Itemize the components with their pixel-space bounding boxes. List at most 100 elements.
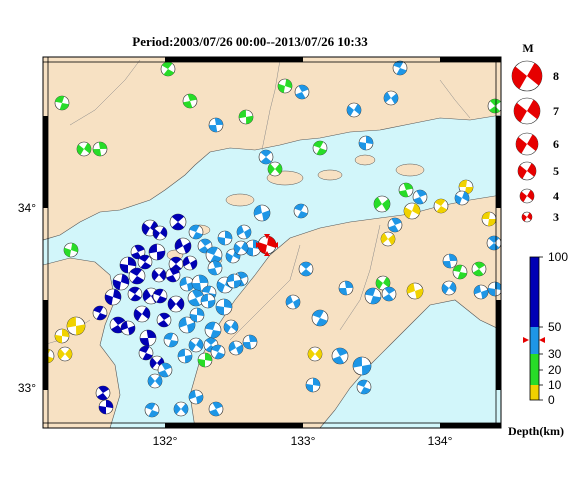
lon-tick-134: 134° — [428, 434, 453, 448]
earthquake-event — [217, 230, 233, 246]
earthquake-event — [138, 345, 154, 361]
magnitude-legend-ball — [513, 97, 541, 125]
earthquake-event — [160, 61, 176, 77]
depth-legend-label: Depth(km) — [508, 424, 564, 438]
earthquake-event — [338, 280, 354, 296]
earthquake-event — [188, 337, 204, 353]
earthquake-event — [452, 264, 468, 280]
earthquake-event — [312, 140, 328, 156]
earthquake-event — [147, 373, 163, 389]
earthquake-event — [383, 90, 399, 106]
earthquake-event — [226, 273, 242, 289]
earthquake-event — [182, 255, 198, 271]
magnitude-label: 5 — [553, 164, 559, 178]
main-event-marker — [264, 251, 270, 256]
depth-tick-20: 20 — [548, 363, 562, 377]
earthquake-event — [406, 282, 424, 300]
earthquake-event — [298, 261, 314, 277]
earthquake-event — [294, 84, 310, 100]
depth-tick-0: 0 — [548, 393, 555, 407]
earthquake-event — [130, 244, 146, 260]
land-shikoku — [189, 194, 501, 428]
earthquake-event — [208, 117, 224, 133]
earthquake-event — [133, 305, 151, 323]
earthquake-event — [215, 298, 233, 316]
earthquake-event — [173, 401, 189, 417]
earthquake-event — [92, 305, 108, 321]
earthquake-event — [152, 225, 168, 241]
earthquake-event — [95, 385, 111, 401]
earthquake-event — [210, 344, 226, 360]
depth-marker-right — [539, 337, 545, 343]
earthquake-event — [433, 198, 449, 214]
earthquake-event — [205, 246, 223, 264]
earthquake-event — [120, 320, 136, 336]
earthquake-event — [481, 211, 497, 227]
magnitude-legend-ball — [511, 60, 543, 92]
earthquake-event — [54, 328, 70, 344]
earthquake-event — [169, 213, 187, 231]
magnitude-label: 7 — [553, 104, 559, 118]
earthquake-event — [127, 286, 143, 302]
earthquake-event — [112, 273, 130, 291]
main-event-marker — [273, 242, 278, 248]
main-event-marker — [256, 242, 261, 248]
earthquake-event — [177, 348, 193, 364]
earthquake-event — [277, 78, 293, 94]
earthquake-event — [358, 135, 374, 151]
frame-ticks — [42, 56, 502, 429]
earthquake-event — [167, 295, 185, 313]
depth-tick-30: 30 — [548, 347, 562, 361]
earthquake-event — [238, 109, 254, 125]
earthquake-event — [189, 307, 205, 323]
earthquake-event — [128, 267, 146, 285]
earthquake-event — [487, 281, 501, 297]
earthquake-event — [233, 240, 249, 256]
earthquake-event — [458, 179, 474, 195]
earthquake-event — [191, 274, 209, 292]
earthquake-event — [258, 149, 274, 165]
earthquake-event — [486, 235, 501, 251]
earthquake-event — [137, 254, 153, 270]
earthquake-event — [398, 182, 414, 198]
depth-tick-10: 10 — [548, 378, 562, 392]
earthquake-event — [148, 243, 166, 261]
earthquake-event — [76, 141, 92, 157]
earthquake-mechanisms — [43, 60, 501, 418]
earthquake-event — [63, 242, 79, 258]
earthquake-event — [188, 224, 204, 240]
earthquake-event — [57, 346, 73, 362]
depth-bar-surface — [530, 385, 539, 400]
lat-tick-33: 33° — [18, 381, 36, 395]
earthquake-event — [197, 352, 213, 368]
earthquake-event — [174, 237, 192, 255]
earthquake-event — [187, 289, 205, 307]
main-event-marker — [264, 234, 270, 239]
earthquake-event — [139, 329, 157, 347]
depth-bar-mid — [530, 327, 539, 354]
earthquake-event — [293, 203, 309, 219]
magnitude-legend-ball — [519, 188, 535, 204]
earthquake-event — [285, 294, 301, 310]
earthquake-event — [387, 217, 403, 233]
earthquake-event — [253, 204, 271, 222]
earthquake-event — [392, 60, 408, 76]
magnitude-legend-ball — [517, 161, 537, 181]
depth-bar-deep — [530, 257, 539, 327]
lon-tick-133: 133° — [291, 434, 316, 448]
earthquake-event — [188, 389, 204, 405]
earthquake-event — [311, 309, 329, 327]
earthquake-event — [352, 356, 372, 376]
earthquake-event — [204, 321, 222, 339]
depth-legend: 100 50 30 20 10 0 Depth(km) — [508, 250, 568, 438]
depth-bar-shallow — [530, 354, 539, 385]
earthquake-event — [236, 224, 252, 240]
earthquake-event — [228, 340, 244, 356]
depth-marker-left — [523, 337, 529, 343]
earthquake-event — [267, 161, 283, 177]
earthquake-event — [305, 377, 321, 393]
earthquake-event — [152, 288, 168, 304]
earthquake-event — [381, 286, 397, 302]
earthquake-event — [156, 312, 172, 328]
earthquake-event — [92, 141, 108, 157]
